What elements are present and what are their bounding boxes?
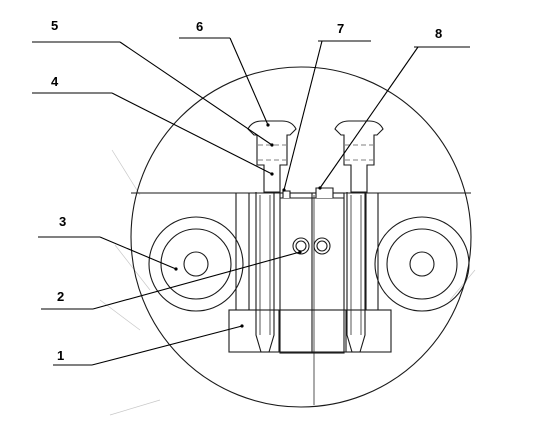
callout-6: 6	[196, 19, 203, 34]
callout-5: 5	[51, 18, 58, 33]
leader-lines	[32, 37, 470, 366]
left-key	[282, 190, 291, 198]
callout-4: 4	[51, 74, 59, 89]
right-key	[315, 187, 334, 198]
callout-8: 8	[435, 26, 442, 41]
callout-2: 2	[57, 289, 64, 304]
screw-left-outer	[292, 237, 310, 255]
base-plate	[228, 309, 392, 353]
right-roller-assembly	[365, 192, 470, 312]
left-roller-assembly	[132, 192, 250, 312]
callout-3: 3	[59, 214, 66, 229]
callout-labels: 1 2 3 4 5 6 7 8	[51, 18, 442, 363]
callout-1: 1	[57, 348, 64, 363]
left-roller-inner	[160, 228, 232, 300]
center-block-assembly	[279, 187, 345, 354]
screw-right-inner	[316, 240, 328, 252]
left-roller-outer	[148, 216, 244, 312]
construction-marks	[99, 149, 476, 416]
right-roller-hub	[409, 251, 435, 277]
right-pin	[334, 120, 384, 353]
callout-7: 7	[337, 21, 344, 36]
screw-left-inner	[295, 240, 307, 252]
screw-right-outer	[313, 237, 331, 255]
right-roller-outer	[374, 216, 470, 312]
left-pin	[247, 120, 297, 353]
section-view-circle	[130, 66, 472, 408]
right-roller-inner	[386, 228, 458, 300]
left-roller-hub	[183, 251, 209, 277]
